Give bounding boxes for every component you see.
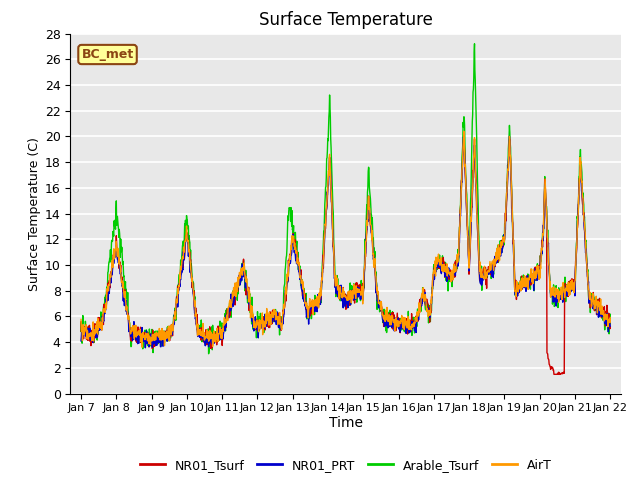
Text: BC_met: BC_met [81, 48, 134, 61]
Title: Surface Temperature: Surface Temperature [259, 11, 433, 29]
X-axis label: Time: Time [328, 416, 363, 430]
Y-axis label: Surface Temperature (C): Surface Temperature (C) [28, 137, 40, 290]
Legend: NR01_Tsurf, NR01_PRT, Arable_Tsurf, AirT: NR01_Tsurf, NR01_PRT, Arable_Tsurf, AirT [134, 454, 557, 477]
